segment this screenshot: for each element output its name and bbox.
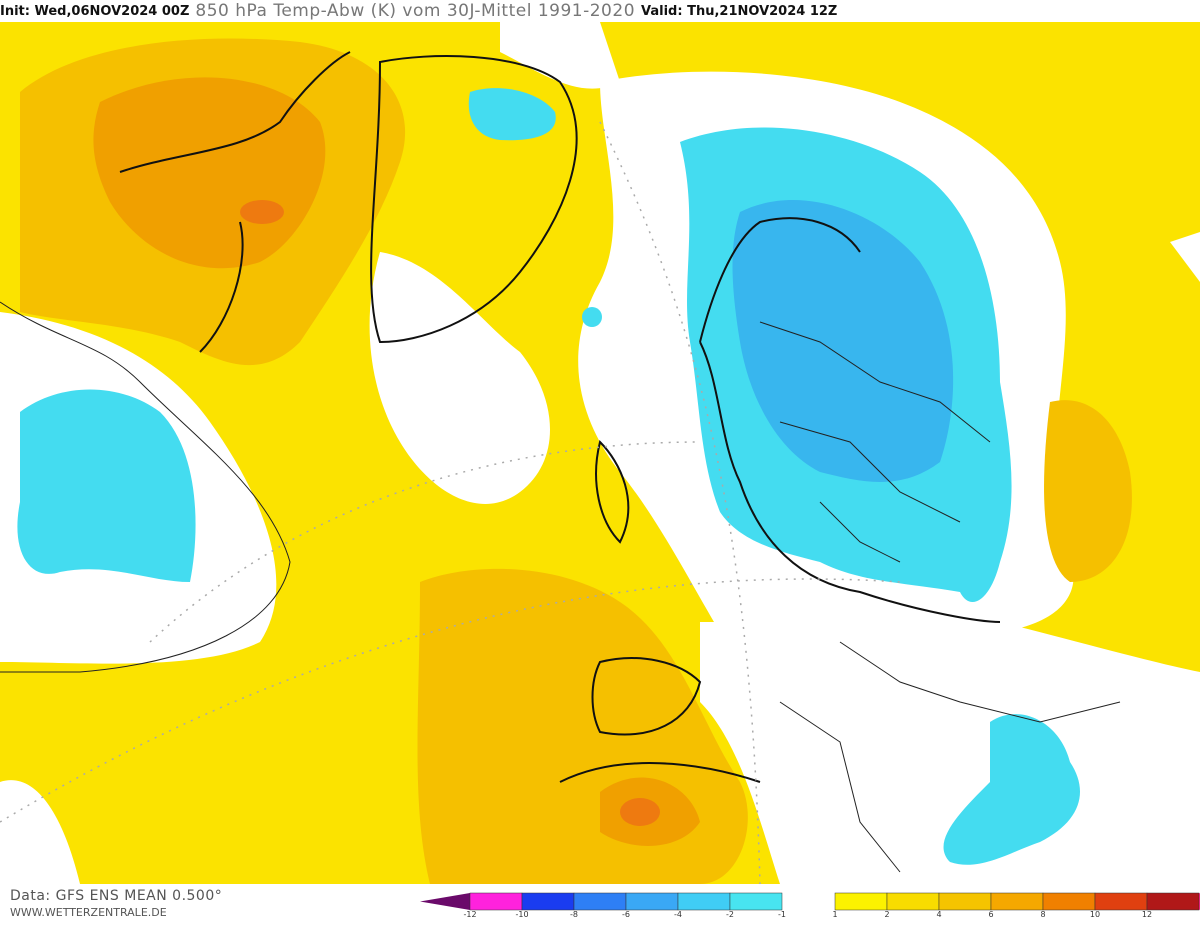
legend-tick-label: -12 xyxy=(463,910,477,919)
legend-swatch xyxy=(521,892,575,911)
legend-low-arrow xyxy=(420,893,470,910)
legend-tick-label: 6 xyxy=(988,910,994,919)
legend-tick-label: 2 xyxy=(884,910,890,919)
legend-swatch xyxy=(677,892,731,911)
color-legend xyxy=(420,892,1200,911)
legend-tick-label: 12 xyxy=(1141,910,1153,919)
legend-tick-label: 4 xyxy=(936,910,942,919)
borders xyxy=(0,301,1121,873)
legend-tick-label: 10 xyxy=(1089,910,1101,919)
map-header: Init: Wed,06NOV2024 00Z 850 hPa Temp-Abw… xyxy=(0,0,1200,22)
valid-time: Valid: Thu,21NOV2024 12Z xyxy=(641,3,838,19)
legend-tick-label: 8 xyxy=(1040,910,1046,919)
legend-tick-label: 1 xyxy=(832,910,838,919)
strong-cold-core xyxy=(732,200,954,482)
website: WWW.WETTERZENTRALE.DE xyxy=(10,906,167,919)
legend-swatch xyxy=(1146,892,1200,911)
init-time: Init: Wed,06NOV2024 00Z xyxy=(0,3,190,19)
legend-swatch xyxy=(938,892,992,911)
map-title: 850 hPa Temp-Abw (K) vom 30J-Mittel 1991… xyxy=(195,1,636,21)
data-source: Data: GFS ENS MEAN 0.500° xyxy=(10,888,223,904)
legend-tick-label: -6 xyxy=(622,910,630,919)
legend-tick-label: -2 xyxy=(726,910,734,919)
legend-swatch xyxy=(1042,892,1096,911)
legend-swatch xyxy=(990,892,1044,911)
legend-swatch xyxy=(625,892,679,911)
legend-swatch xyxy=(469,892,523,911)
warm-core xyxy=(240,200,660,826)
legend-tick-label: -1 xyxy=(778,910,786,919)
legend-swatch xyxy=(1094,892,1148,911)
legend-tick-label: -4 xyxy=(674,910,682,919)
legend-swatch xyxy=(729,892,783,911)
temperature-anomaly-map xyxy=(0,22,1200,884)
legend-tick-label: -8 xyxy=(570,910,578,919)
coastlines xyxy=(119,51,1001,783)
legend-swatch xyxy=(834,892,888,911)
legend-tick-label: -10 xyxy=(515,910,529,919)
legend-swatch xyxy=(886,892,940,911)
legend-swatch xyxy=(573,892,627,911)
map-footer: Data: GFS ENS MEAN 0.500° WWW.WETTERZENT… xyxy=(0,884,1200,925)
